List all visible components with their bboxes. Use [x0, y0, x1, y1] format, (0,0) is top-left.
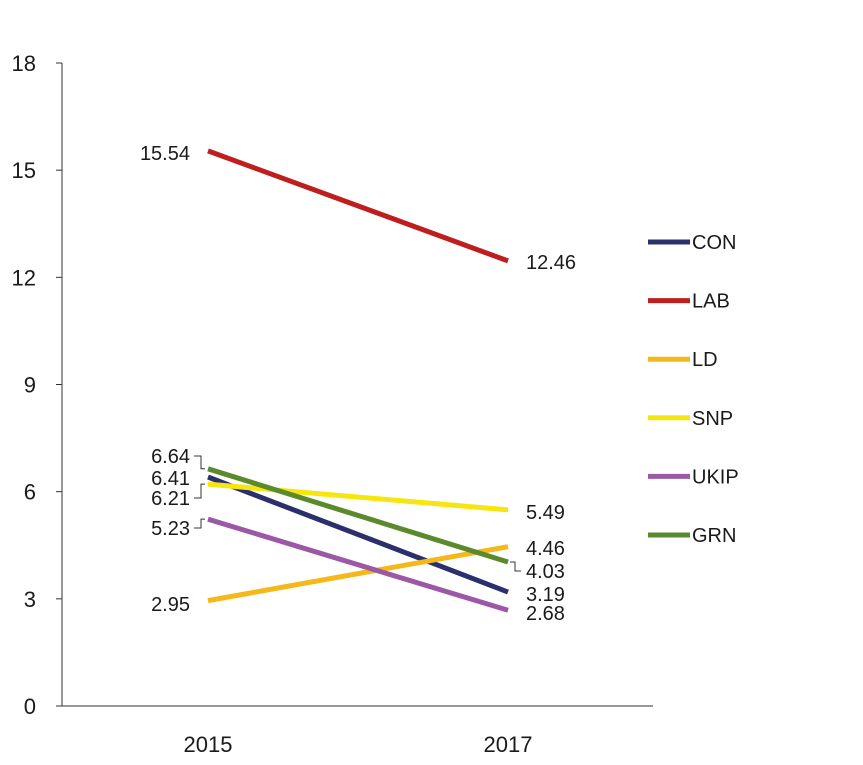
series-line-con: [207, 474, 509, 595]
leader-line: [194, 483, 205, 499]
leader-line: [510, 561, 521, 572]
y-tick-label: 0: [24, 694, 36, 719]
y-tick-label: 12: [12, 265, 36, 290]
series-line-grn: [207, 466, 509, 565]
data-label-con-2017: 3.19: [526, 584, 565, 606]
y-tick-label: 9: [24, 373, 36, 398]
data-label-ukip-2017: 2.68: [526, 603, 565, 625]
data-label-ld-2015: 2.95: [151, 594, 190, 616]
y-tick-label: 3: [24, 587, 36, 612]
series-line-lab: [207, 148, 509, 264]
x-tick-label: 2017: [484, 732, 533, 757]
x-tick-label: 2015: [184, 732, 233, 757]
data-label-lab-2017: 12.46: [526, 252, 576, 274]
data-label-ld-2017: 4.46: [526, 538, 565, 560]
data-label-snp-2015: 6.21: [151, 488, 190, 510]
legend-label-grn: GRN: [692, 525, 736, 547]
data-label-grn-2015: 6.64: [151, 446, 190, 468]
leader-line: [194, 518, 205, 529]
series-lines: [207, 148, 509, 613]
data-label-con-2015: 6.41: [151, 468, 190, 490]
y-tick-label: 18: [12, 51, 36, 76]
legend: CON LAB LD SNP UKIP GRN: [648, 232, 739, 547]
y-axis: 0 3 6 9 12 15 18: [12, 51, 63, 719]
leader-line: [194, 455, 205, 470]
data-label-grn-2017: 4.03: [526, 561, 565, 583]
data-label-lab-2015: 15.54: [140, 143, 190, 165]
legend-label-ld: LD: [692, 349, 718, 371]
series-line-ukip: [207, 516, 509, 613]
data-label-snp-2017: 5.49: [526, 502, 565, 524]
data-labels: 6.41 3.19 15.54 12.46 2.95 4.46 6.21 5.49 5.23 2.…: [140, 143, 576, 625]
data-label-ukip-2015: 5.23: [151, 518, 190, 540]
series-line-ld: [207, 544, 509, 604]
series-line-snp: [207, 481, 509, 513]
legend-label-snp: SNP: [692, 408, 733, 430]
x-axis: 2015 2017: [62, 705, 653, 757]
legend-label-lab: LAB: [692, 291, 730, 313]
legend-label-con: CON: [692, 232, 736, 254]
y-tick-label: 15: [12, 158, 36, 183]
y-tick-label: 6: [24, 480, 36, 505]
legend-label-ukip: UKIP: [692, 466, 739, 488]
